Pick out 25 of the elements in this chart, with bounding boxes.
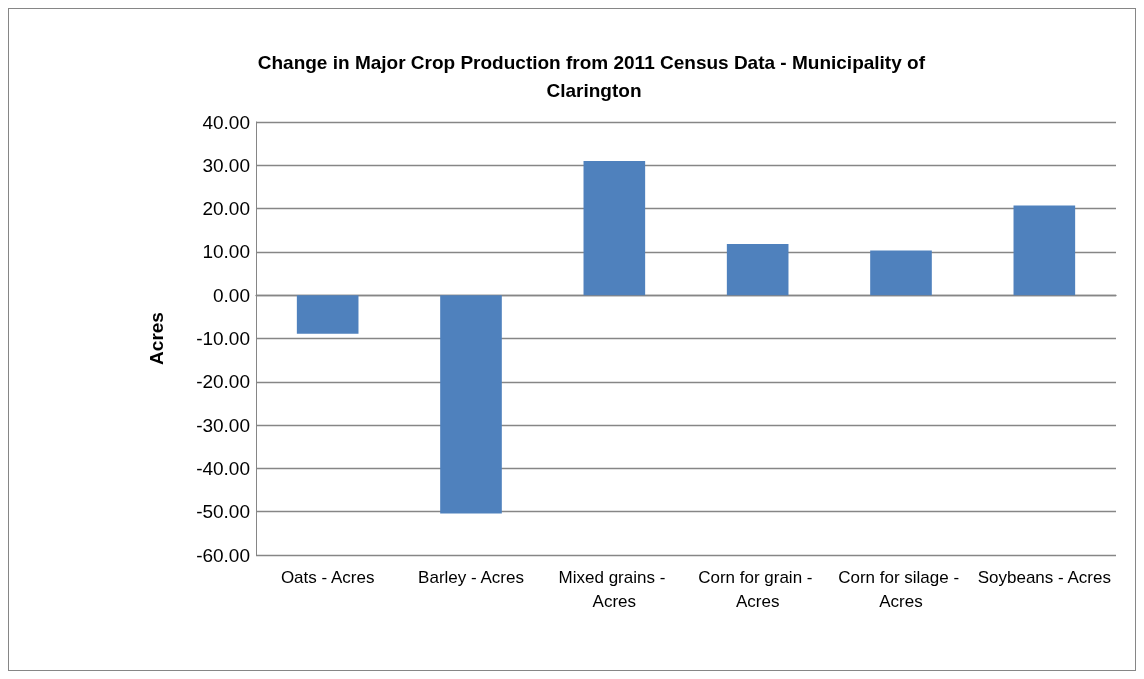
y-tick-label: 10.00 bbox=[202, 241, 250, 263]
x-tick-label: Oats - Acres bbox=[280, 567, 375, 587]
y-tick-label: -10.00 bbox=[196, 328, 250, 349]
y-tick-label: 30.00 bbox=[202, 154, 250, 176]
y-tick-label: -50.00 bbox=[196, 501, 250, 523]
bar bbox=[1013, 205, 1076, 296]
y-tick-label: 40.00 bbox=[202, 111, 250, 133]
bar bbox=[870, 250, 932, 296]
bar bbox=[296, 295, 359, 334]
bar bbox=[726, 244, 789, 296]
y-tick-label: 20.00 bbox=[202, 198, 250, 220]
y-tick-label: -60.00 bbox=[196, 544, 250, 566]
x-tick-label: Barley - Acres bbox=[418, 567, 524, 587]
x-tick-label: Mixed grains - Acres bbox=[558, 567, 671, 611]
x-tick-label: Corn for silage - Acres bbox=[838, 567, 964, 611]
y-tick-label: -30.00 bbox=[196, 414, 250, 436]
x-tick-label: Corn for grain - Acres bbox=[698, 567, 818, 611]
bar bbox=[583, 160, 646, 296]
bar bbox=[440, 295, 502, 514]
y-axis-title: Acres bbox=[146, 312, 167, 365]
y-tick-label: -20.00 bbox=[196, 371, 250, 393]
y-tick-label: -40.00 bbox=[196, 457, 250, 479]
x-tick-label: Soybeans - Acres bbox=[977, 567, 1111, 587]
y-tick-label: 0.00 bbox=[213, 284, 250, 306]
chart-title: Change in Major Crop Production from 2011 Census Data - Municipality of Clarington bbox=[257, 51, 931, 101]
